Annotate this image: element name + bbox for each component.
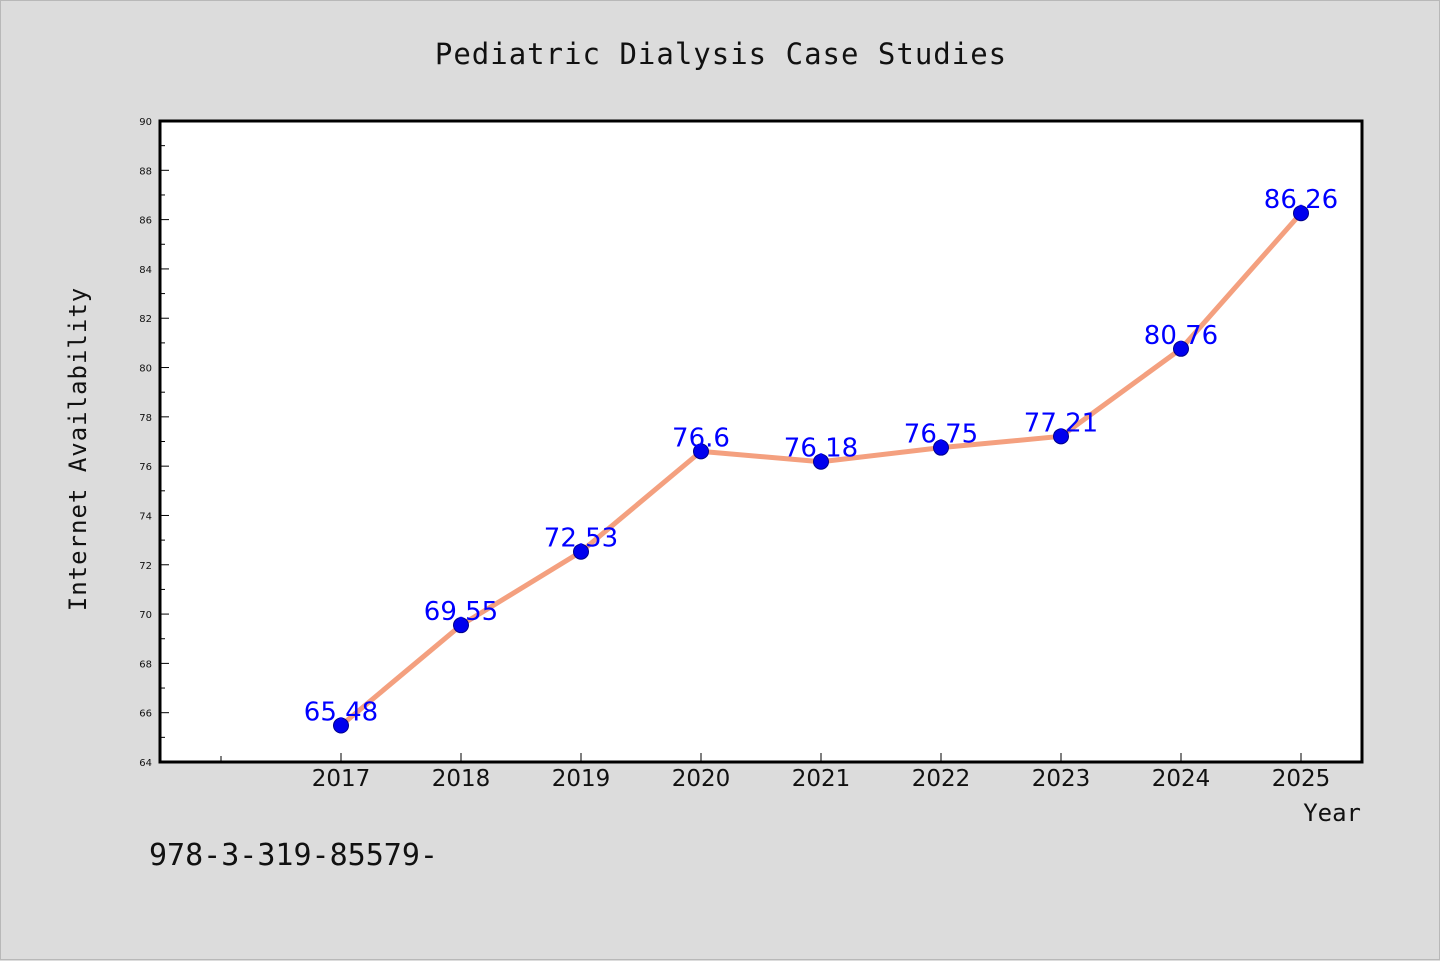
y-tick-label: 90 (139, 117, 152, 128)
data-point-marker (333, 717, 349, 734)
data-point-marker (1053, 428, 1069, 445)
x-axis-label: Year (1303, 799, 1361, 827)
x-tick-label: 2024 (1152, 766, 1211, 792)
data-point-marker (453, 617, 469, 634)
data-point-marker (1293, 205, 1309, 222)
y-tick-label: 66 (139, 709, 152, 720)
data-value-label: 69.55 (424, 597, 498, 627)
y-tick-label: 68 (139, 659, 152, 670)
x-tick-label: 2021 (792, 766, 851, 792)
x-tick-label: 2025 (1272, 766, 1331, 792)
y-axis-label: Internet Availability (64, 287, 92, 611)
y-tick-label: 80 (139, 364, 152, 375)
y-tick-label: 64 (139, 758, 152, 769)
data-point-marker (933, 439, 949, 456)
data-value-label: 77.21 (1024, 408, 1098, 438)
y-axis-ticks: 64 66 68 70 72 74 76 78 80 82 84 86 88 90 (139, 117, 169, 769)
plot-area (160, 121, 1362, 762)
x-tick-label: 2023 (1032, 766, 1091, 792)
data-value-label: 76.18 (784, 434, 858, 464)
data-value-label: 80.76 (1144, 321, 1218, 351)
x-tick-label: 2017 (312, 766, 371, 792)
isbn-footnote: 978-3-319-85579- (149, 838, 438, 873)
y-tick-label: 84 (139, 265, 152, 276)
x-tick-label: 2020 (672, 766, 731, 792)
y-tick-label: 76 (139, 462, 152, 473)
y-tick-label: 72 (139, 561, 152, 572)
y-tick-label: 74 (139, 511, 152, 522)
y-tick-label: 70 (139, 610, 152, 621)
data-labels: 65.48 69.55 72.53 76.6 76.18 76.75 77.21 80.76 8… (304, 185, 1338, 727)
y-tick-label: 86 (139, 216, 152, 227)
y-tick-label: 78 (139, 413, 152, 424)
plot-frame (158, 119, 1364, 764)
x-tick-label: 2019 (552, 766, 611, 792)
data-value-label: 86.26 (1264, 185, 1338, 215)
data-value-label: 65.48 (304, 698, 378, 728)
x-axis-ticks: 2017 2018 2019 2020 2021 2022 2023 2024 2025 (220, 753, 1331, 792)
data-markers (333, 205, 1309, 734)
y-tick-label: 88 (139, 166, 152, 177)
data-point-marker (693, 443, 709, 460)
data-value-label: 76.6 (672, 423, 730, 453)
x-tick-label: 2022 (912, 766, 971, 792)
data-point-marker (573, 543, 589, 560)
x-tick-label: 2018 (432, 766, 491, 792)
y-tick-label: 82 (139, 314, 152, 325)
data-point-marker (1173, 340, 1189, 357)
data-point-marker (813, 453, 829, 470)
data-value-label: 76.75 (904, 420, 978, 450)
chart-title: Pediatric Dialysis Case Studies (435, 37, 1007, 71)
data-value-label: 72.53 (544, 524, 618, 554)
